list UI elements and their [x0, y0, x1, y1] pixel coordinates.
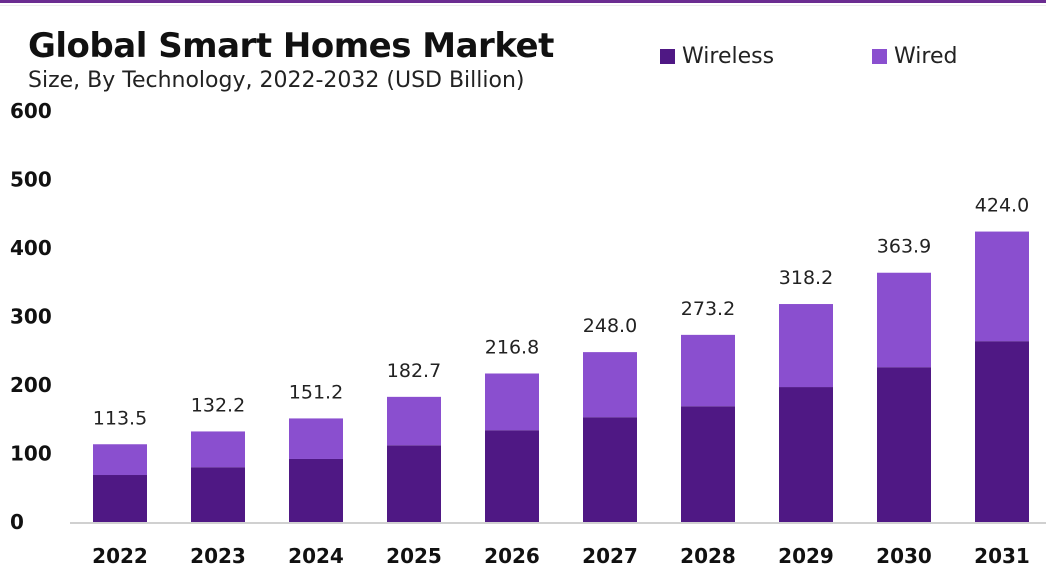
y-tick-label: 500	[10, 168, 52, 192]
bar-wired-2028	[681, 334, 735, 407]
data-labels: 113.5 132.2 151.2 182.7 216.8 248.0 273.2 318.2…	[93, 195, 1029, 430]
legend-swatch-wireless	[660, 49, 675, 64]
bar-wireless-2028	[681, 406, 735, 522]
bar-wired-2025	[387, 396, 441, 446]
x-tick-label: 2031	[974, 544, 1030, 568]
bar-wireless-2027	[583, 417, 637, 522]
bar-wireless-2026	[485, 430, 539, 522]
x-tick-label: 2024	[288, 544, 344, 568]
data-label-total-2031: 424.0	[975, 195, 1029, 217]
data-label-total-2025: 182.7	[387, 360, 441, 382]
x-axis: 2022 2023 2024 2025 2026 2027 2028 2029 2030 2031	[92, 544, 1030, 568]
bar-wired-2022	[93, 444, 147, 476]
chart-title: Global Smart Homes Market	[28, 26, 554, 66]
legend-item-wireless: Wireless	[660, 44, 872, 69]
bar-wireless-2023	[191, 467, 245, 522]
bar-wireless-2025	[387, 445, 441, 522]
data-label-total-2029: 318.2	[779, 267, 833, 289]
data-label-total-2027: 248.0	[583, 315, 637, 337]
bar-wired-2023	[191, 431, 245, 468]
legend-item-wired: Wired	[872, 44, 957, 69]
x-tick-label: 2028	[680, 544, 736, 568]
data-label-total-2024: 151.2	[289, 381, 343, 403]
y-tick-label: 300	[10, 305, 52, 329]
x-tick-label: 2027	[582, 544, 638, 568]
top-accent-bar	[0, 0, 1046, 3]
x-tick-label: 2026	[484, 544, 540, 568]
top-divider	[0, 5, 1046, 6]
bar-wireless-2022	[93, 475, 147, 522]
y-tick-label: 400	[10, 236, 52, 260]
bar-wireless-2024	[289, 458, 343, 522]
bar-wired-2024	[289, 418, 343, 459]
bar-wireless-2031	[975, 341, 1029, 522]
data-label-total-2023: 132.2	[191, 394, 245, 416]
y-tick-label: 600	[10, 99, 52, 123]
data-label-total-2030: 363.9	[877, 236, 931, 258]
legend-label-wireless: Wireless	[682, 44, 775, 69]
x-tick-label: 2025	[386, 544, 442, 568]
y-axis: 0 100 200 300 400 500 600	[10, 99, 52, 534]
legend-label-wired: Wired	[894, 44, 958, 69]
data-label-total-2026: 216.8	[485, 336, 539, 358]
y-tick-label: 100	[10, 442, 52, 466]
x-tick-label: 2030	[876, 544, 932, 568]
bar-wired-2030	[877, 272, 931, 368]
legend-swatch-wired	[872, 49, 887, 64]
bar-wireless-2029	[779, 387, 833, 522]
data-label-total-2028: 273.2	[681, 298, 735, 320]
bar-wired-2026	[485, 373, 539, 431]
bars	[93, 231, 1029, 522]
bar-wireless-2030	[877, 367, 931, 522]
y-tick-label: 200	[10, 373, 52, 397]
bar-wired-2029	[779, 304, 833, 388]
bar-wired-2027	[583, 352, 637, 418]
data-label-total-2022: 113.5	[93, 407, 147, 429]
x-tick-label: 2022	[92, 544, 148, 568]
y-tick-label: 0	[10, 510, 24, 534]
bar-wired-2031	[975, 231, 1029, 342]
legend: Wireless Wired	[660, 44, 957, 69]
x-tick-label: 2029	[778, 544, 834, 568]
x-tick-label: 2023	[190, 544, 246, 568]
chart-subtitle: Size, By Technology, 2022-2032 (USD Bill…	[28, 68, 525, 93]
